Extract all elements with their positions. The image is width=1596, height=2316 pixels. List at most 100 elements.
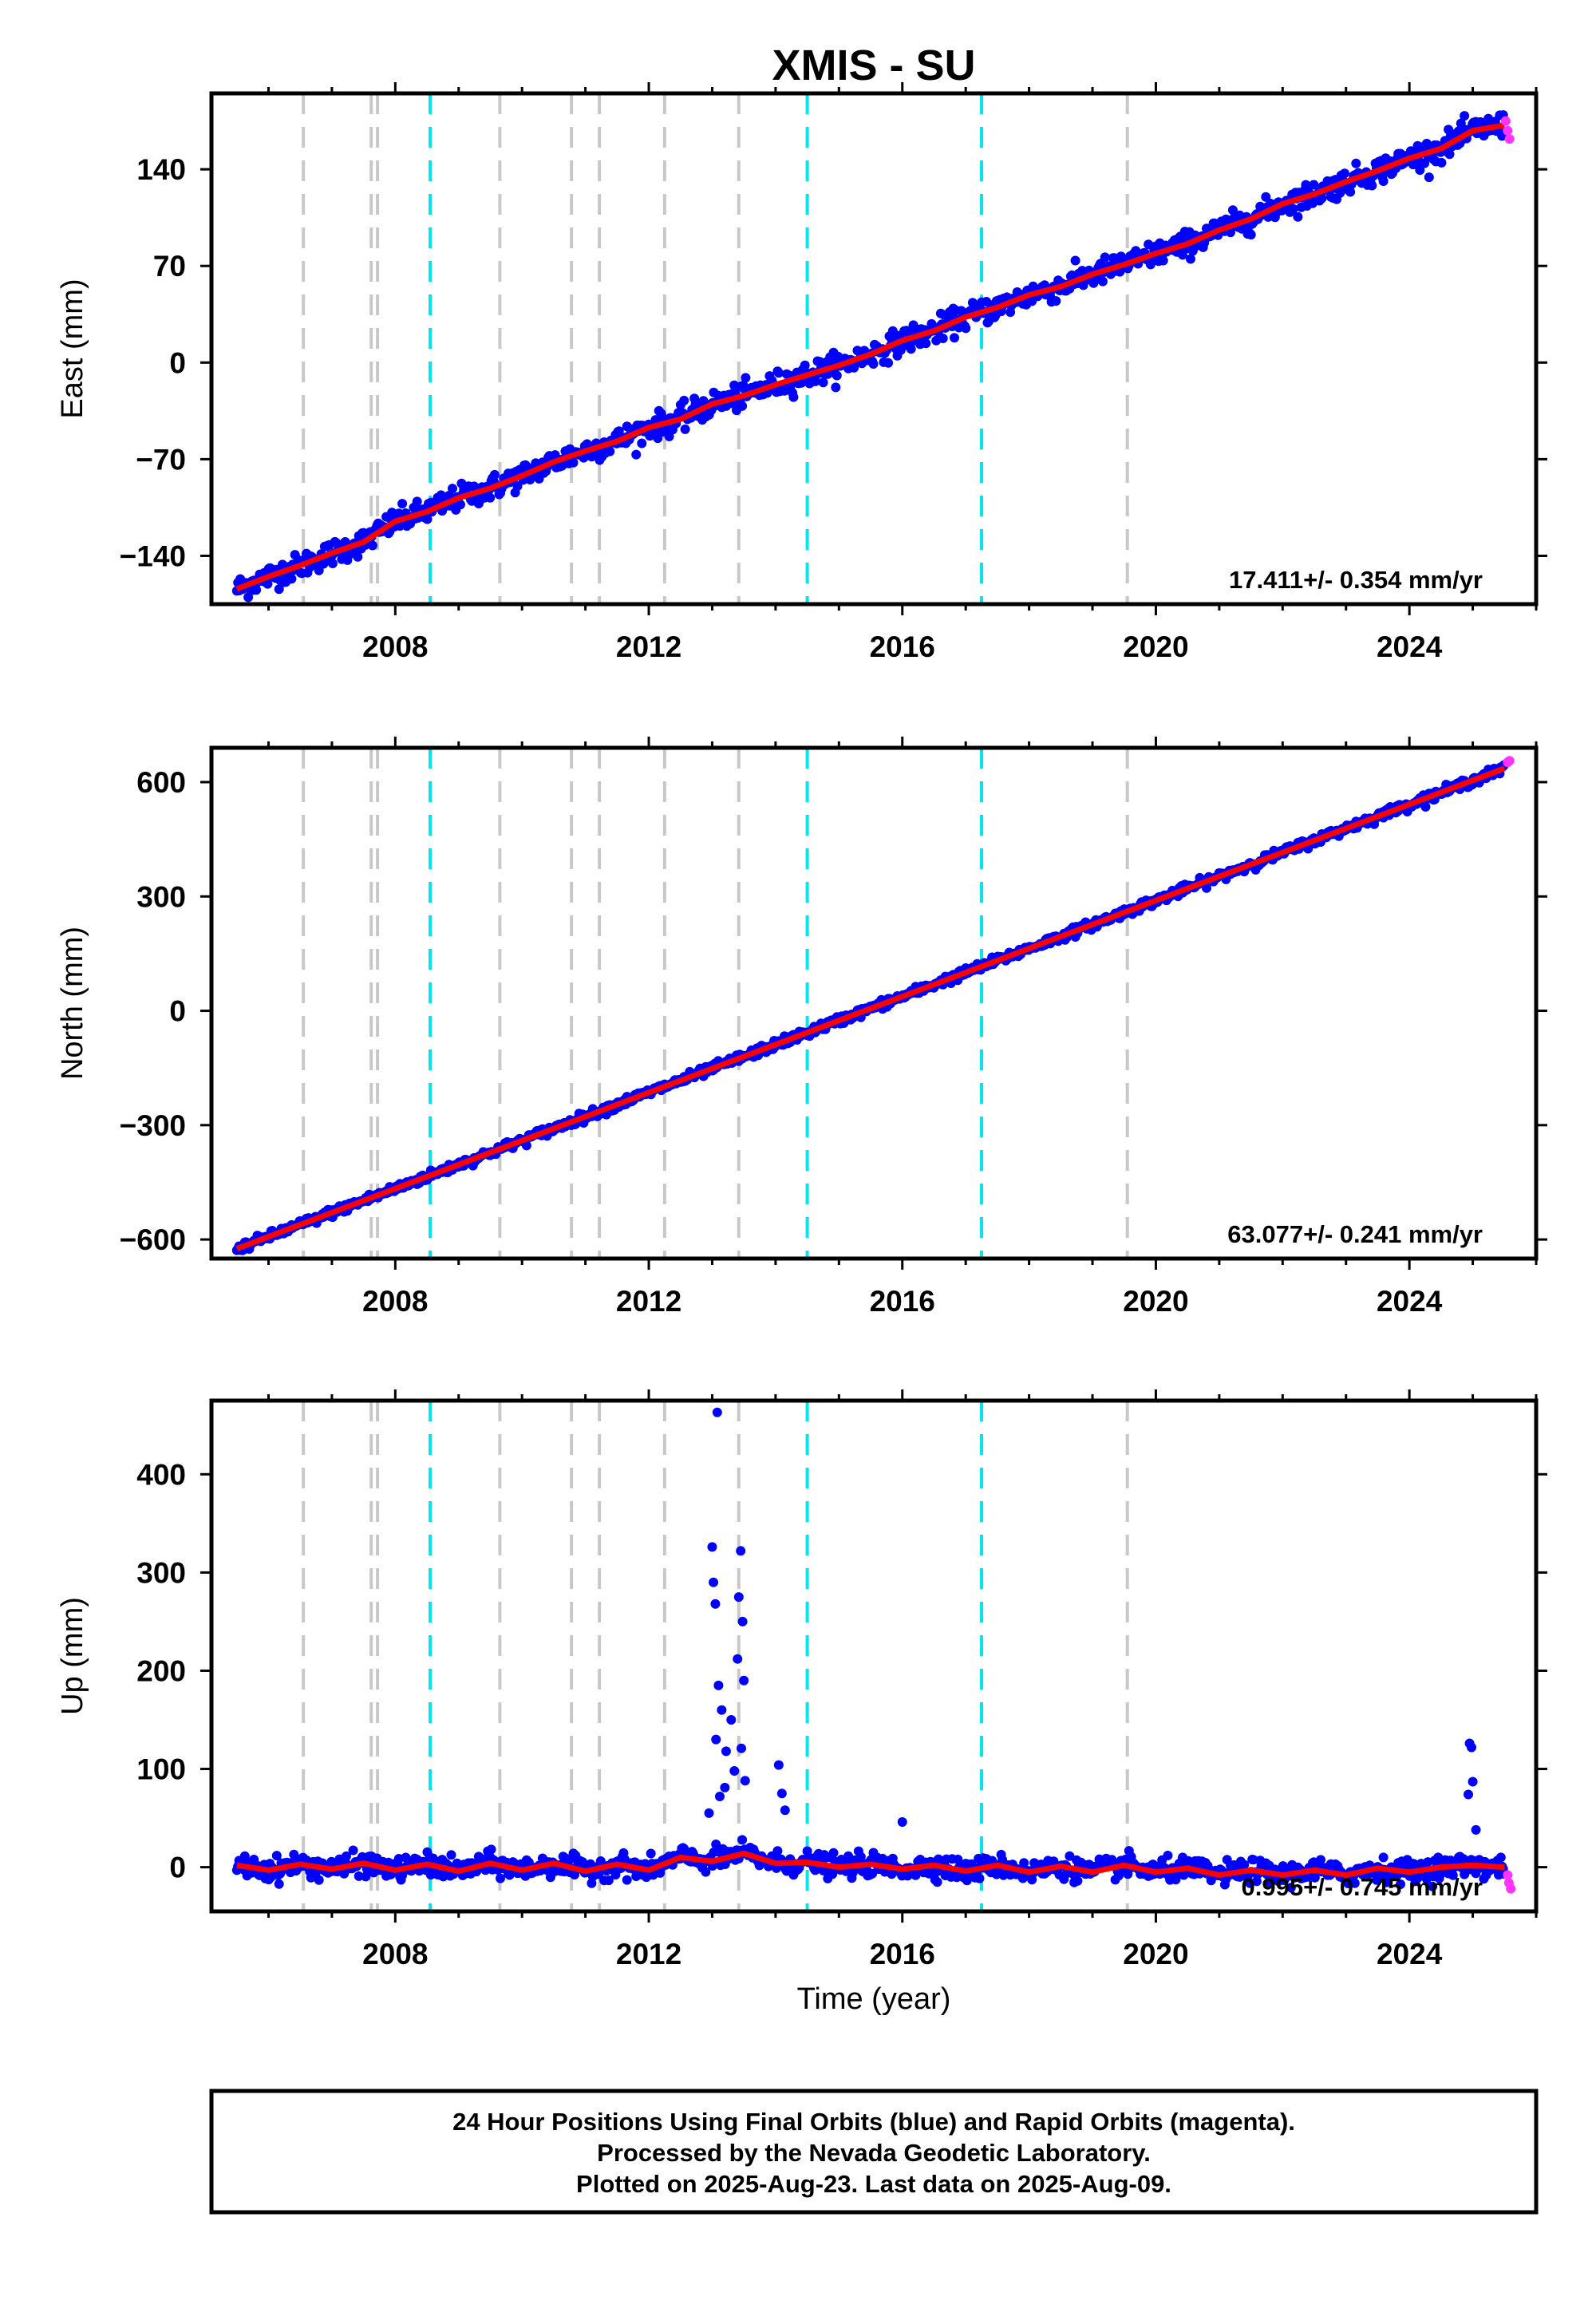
data-point <box>631 449 642 460</box>
data-point <box>637 438 647 449</box>
data-point <box>1396 1879 1405 1889</box>
outlier-point <box>726 1715 737 1725</box>
rapid-point <box>1504 134 1515 144</box>
data-point <box>1178 250 1187 260</box>
x-tick-label: 2024 <box>1377 1285 1443 1318</box>
up-rapid-points <box>1503 1870 1516 1894</box>
data-point <box>1186 254 1195 264</box>
data-point <box>1145 259 1156 270</box>
data-point <box>911 1870 921 1880</box>
data-point <box>486 1844 496 1855</box>
data-point <box>961 323 971 334</box>
data-point <box>401 1852 411 1863</box>
data-point <box>314 1875 324 1885</box>
data-point <box>239 1851 250 1861</box>
data-point <box>832 370 842 381</box>
x-tick-label: 2016 <box>870 1285 935 1318</box>
rapid-point <box>1503 125 1513 136</box>
data-point <box>1286 1883 1296 1893</box>
data-point <box>1372 1875 1381 1885</box>
rapid-point <box>1504 756 1515 766</box>
x-tick-label: 2008 <box>362 630 428 663</box>
up-panel: 2008 2012 2016 2020 2024 0 100 200 300 400 Up (mm)… <box>56 1389 1547 2016</box>
data-point <box>489 469 500 480</box>
outlier-point <box>773 1760 784 1770</box>
x-tick-label: 2008 <box>362 1285 428 1318</box>
outlier-point <box>707 1542 717 1552</box>
up-model-line <box>236 1850 1505 1879</box>
outlier-point <box>710 1599 721 1609</box>
rapid-point <box>1500 116 1511 126</box>
data-point <box>828 1848 839 1858</box>
x-tick-label: 2024 <box>1377 630 1443 663</box>
data-point <box>568 457 579 468</box>
data-point <box>1097 276 1108 287</box>
chart-title: XMIS - SU <box>772 41 975 89</box>
east-y-axis-label: East (mm) <box>56 279 89 418</box>
data-point <box>951 1872 962 1883</box>
data-point <box>1073 1875 1083 1886</box>
up-final-points <box>231 1407 1510 1893</box>
data-point <box>397 499 408 509</box>
y-tick-label: 0 <box>169 1852 186 1884</box>
data-point <box>456 500 465 510</box>
data-point <box>353 551 363 562</box>
data-point <box>711 1840 721 1849</box>
data-point <box>448 484 457 494</box>
east-rate-text: 17.411+/- 0.354 mm/yr <box>1229 566 1483 594</box>
data-point <box>251 585 262 595</box>
data-point <box>1246 230 1256 240</box>
data-point <box>1436 157 1447 168</box>
x-tick-label: 2012 <box>616 1285 681 1318</box>
data-point <box>1378 1852 1389 1863</box>
data-point <box>1415 165 1425 176</box>
x-tick-label: 2016 <box>870 630 935 663</box>
data-point <box>485 492 496 503</box>
data-point <box>1051 296 1061 306</box>
data-point <box>788 392 799 402</box>
footer-line-2: Processed by the Nevada Geodetic Laborat… <box>597 2139 1151 2167</box>
data-point <box>1251 1876 1262 1887</box>
data-point <box>938 334 948 343</box>
data-point <box>1239 1860 1250 1870</box>
outlier-point <box>717 1705 727 1715</box>
outlier-point <box>713 1680 724 1690</box>
y-tick-label: 140 <box>136 153 186 186</box>
up-event-lines <box>302 1401 1129 1911</box>
y-tick-label: 300 <box>136 880 186 913</box>
data-point <box>1070 255 1080 266</box>
y-tick-label: 0 <box>169 346 186 379</box>
footer-line-3: Plotted on 2025-Aug-23. Last data on 202… <box>576 2170 1171 2198</box>
outlier-point <box>780 1805 790 1816</box>
data-point <box>1349 1878 1360 1888</box>
outlier-point <box>739 1675 749 1686</box>
data-point <box>1226 227 1235 238</box>
data-point <box>521 1140 531 1151</box>
y-tick-label: 100 <box>136 1753 186 1786</box>
data-point <box>348 1845 358 1856</box>
outlier-point <box>733 1654 743 1664</box>
data-point <box>1460 111 1470 121</box>
y-tick-label: 200 <box>136 1654 186 1687</box>
x-tick-label: 2020 <box>1123 1285 1188 1318</box>
data-point <box>496 1873 505 1883</box>
data-point <box>741 373 751 383</box>
outlier-point <box>733 1592 744 1603</box>
x-tick-label: 2024 <box>1377 1938 1443 1970</box>
outlier-point <box>720 1782 730 1792</box>
data-point <box>1163 1851 1173 1860</box>
data-point <box>867 1868 878 1879</box>
data-point <box>354 1871 364 1881</box>
outlier-point <box>704 1808 714 1818</box>
data-point <box>1202 883 1211 893</box>
east-event-lines <box>302 93 1129 604</box>
data-point <box>286 574 297 584</box>
outlier-point <box>712 1407 722 1417</box>
data-point <box>342 555 353 565</box>
outlier-point <box>737 1616 748 1626</box>
y-tick-label: 0 <box>169 995 186 1028</box>
data-point <box>831 382 841 393</box>
data-point <box>701 1867 711 1877</box>
outlier-point <box>897 1817 907 1827</box>
data-point <box>274 1879 284 1889</box>
